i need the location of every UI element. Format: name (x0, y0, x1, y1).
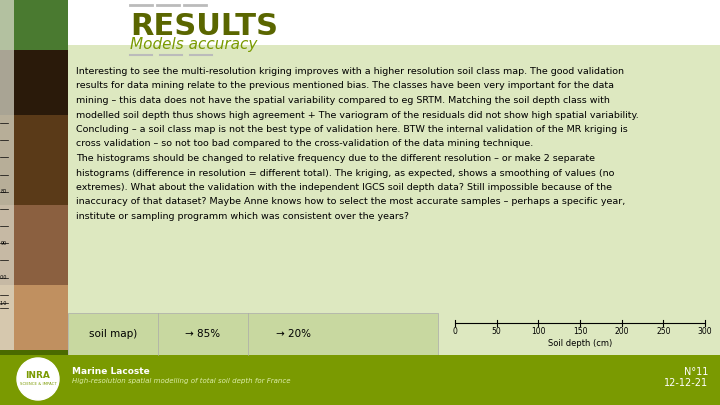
FancyBboxPatch shape (0, 50, 68, 115)
Text: 300: 300 (698, 327, 712, 336)
Text: 0: 0 (453, 327, 457, 336)
Text: 12-12-21: 12-12-21 (664, 378, 708, 388)
Text: High-resolution spatial modelling of total soil depth for France: High-resolution spatial modelling of tot… (72, 378, 290, 384)
Text: extremes). What about the validation with the independent IGCS soil depth data? : extremes). What about the validation wit… (76, 183, 612, 192)
Text: 250: 250 (656, 327, 670, 336)
Text: institute or sampling programm which was consistent over the years?: institute or sampling programm which was… (76, 212, 409, 221)
Text: 80: 80 (1, 189, 7, 194)
FancyBboxPatch shape (0, 0, 14, 355)
Text: 150: 150 (572, 327, 588, 336)
FancyBboxPatch shape (0, 355, 720, 405)
Text: Interesting to see the multi-resolution kriging improves with a higher resolutio: Interesting to see the multi-resolution … (76, 67, 624, 76)
Text: Models accuracy: Models accuracy (130, 37, 257, 52)
Text: modelled soil depth thus shows high agreement + The variogram of the residuals d: modelled soil depth thus shows high agre… (76, 111, 639, 119)
Text: Concluding – a soil class map is not the best type of validation here. BTW the i: Concluding – a soil class map is not the… (76, 125, 628, 134)
Text: SCIENCE & IMPACT: SCIENCE & IMPACT (19, 382, 56, 386)
Text: inaccuracy of that dataset? Maybe Anne knows how to select the most accurate sam: inaccuracy of that dataset? Maybe Anne k… (76, 198, 625, 207)
Text: results for data mining relate to the previous mentioned bias. The classes have : results for data mining relate to the pr… (76, 81, 614, 90)
Text: Soil depth (cm): Soil depth (cm) (548, 339, 612, 348)
Text: RESULTS: RESULTS (130, 12, 278, 41)
FancyBboxPatch shape (68, 313, 438, 355)
Text: 50: 50 (492, 327, 502, 336)
FancyBboxPatch shape (68, 0, 720, 95)
FancyBboxPatch shape (0, 285, 68, 355)
Text: → 85%: → 85% (186, 329, 220, 339)
FancyBboxPatch shape (0, 350, 68, 355)
Text: soil map): soil map) (89, 329, 137, 339)
FancyBboxPatch shape (0, 0, 68, 50)
Text: 100: 100 (531, 327, 546, 336)
Text: 110: 110 (0, 301, 7, 306)
Text: 200: 200 (614, 327, 629, 336)
Text: INRA: INRA (26, 371, 50, 379)
Text: mining – this data does not have the spatial variability compared to eg SRTM. Ma: mining – this data does not have the spa… (76, 96, 610, 105)
Text: histograms (difference in resolution = different total). The kriging, as expecte: histograms (difference in resolution = d… (76, 168, 614, 177)
Text: cross validation – so not too bad compared to the cross-validation of the data m: cross validation – so not too bad compar… (76, 139, 534, 149)
Text: N°11: N°11 (683, 367, 708, 377)
Text: 100: 100 (0, 275, 7, 280)
Text: 90: 90 (1, 241, 7, 246)
Text: Marine Lacoste: Marine Lacoste (72, 367, 150, 376)
FancyBboxPatch shape (0, 115, 68, 205)
FancyBboxPatch shape (0, 205, 68, 285)
Text: → 20%: → 20% (276, 329, 310, 339)
Circle shape (17, 358, 59, 400)
FancyBboxPatch shape (68, 45, 720, 355)
Text: The histograms should be changed to relative frequency due to the different reso: The histograms should be changed to rela… (76, 154, 595, 163)
